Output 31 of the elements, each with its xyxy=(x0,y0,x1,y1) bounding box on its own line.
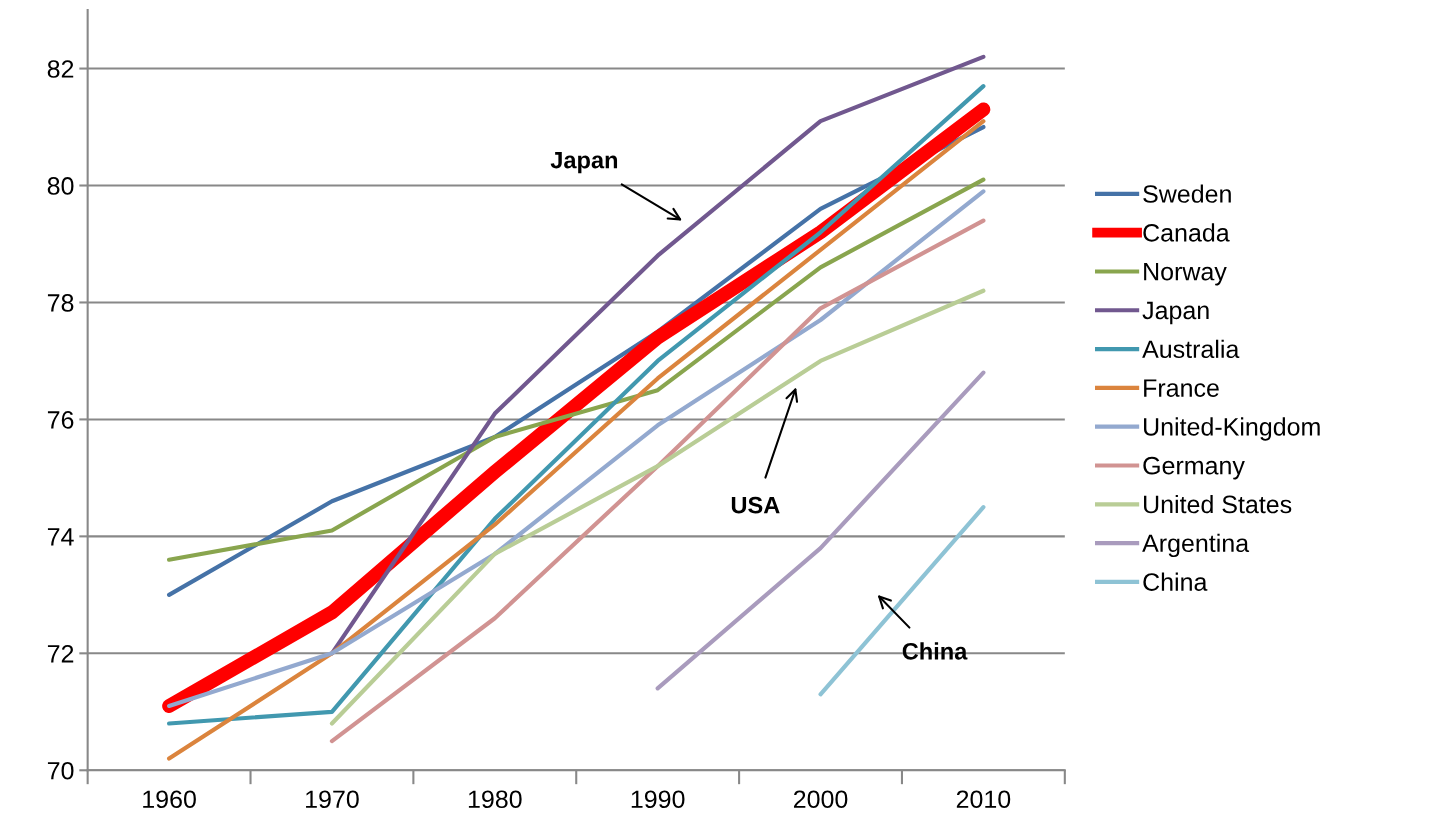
legend-label: United States xyxy=(1144,494,1292,514)
y-tick-label: 74 xyxy=(47,528,74,546)
legend-label: Japan xyxy=(1142,301,1209,325)
legend-label: Germany xyxy=(1143,456,1245,480)
line-series xyxy=(329,288,986,726)
y-tick-label: 78 xyxy=(47,294,74,312)
x-tick-label: 2010 xyxy=(956,790,1011,809)
annotation: USA xyxy=(731,496,780,514)
legend-label: Canada xyxy=(1143,223,1230,242)
legend-label: Sweden xyxy=(1143,184,1231,203)
y-tick-label: 82 xyxy=(47,60,74,78)
y-tick-label: 70 xyxy=(47,761,74,780)
legend-label: Argentina xyxy=(1142,533,1250,558)
line-series xyxy=(167,177,986,562)
line-series xyxy=(329,218,986,744)
legend-label: France xyxy=(1144,379,1219,397)
y-tick-label: 76 xyxy=(47,411,74,429)
legend-label: China xyxy=(1143,572,1208,591)
y-tick-label: 80 xyxy=(47,177,74,195)
x-tick-label: 1990 xyxy=(631,790,685,809)
legend-label: United-Kingdom xyxy=(1144,417,1320,441)
legend-label: Australia xyxy=(1142,339,1240,359)
x-tick-label: 1960 xyxy=(143,790,196,809)
y-tick-label: 72 xyxy=(47,644,74,663)
x-tick-label: 1970 xyxy=(306,790,359,809)
annotation: China xyxy=(902,642,968,660)
line-series xyxy=(167,189,986,709)
annotation: Japan xyxy=(550,151,618,174)
legend-label: Norway xyxy=(1144,263,1227,286)
x-tick-label: 1980 xyxy=(468,790,522,809)
x-tick-label: 2000 xyxy=(793,790,848,809)
